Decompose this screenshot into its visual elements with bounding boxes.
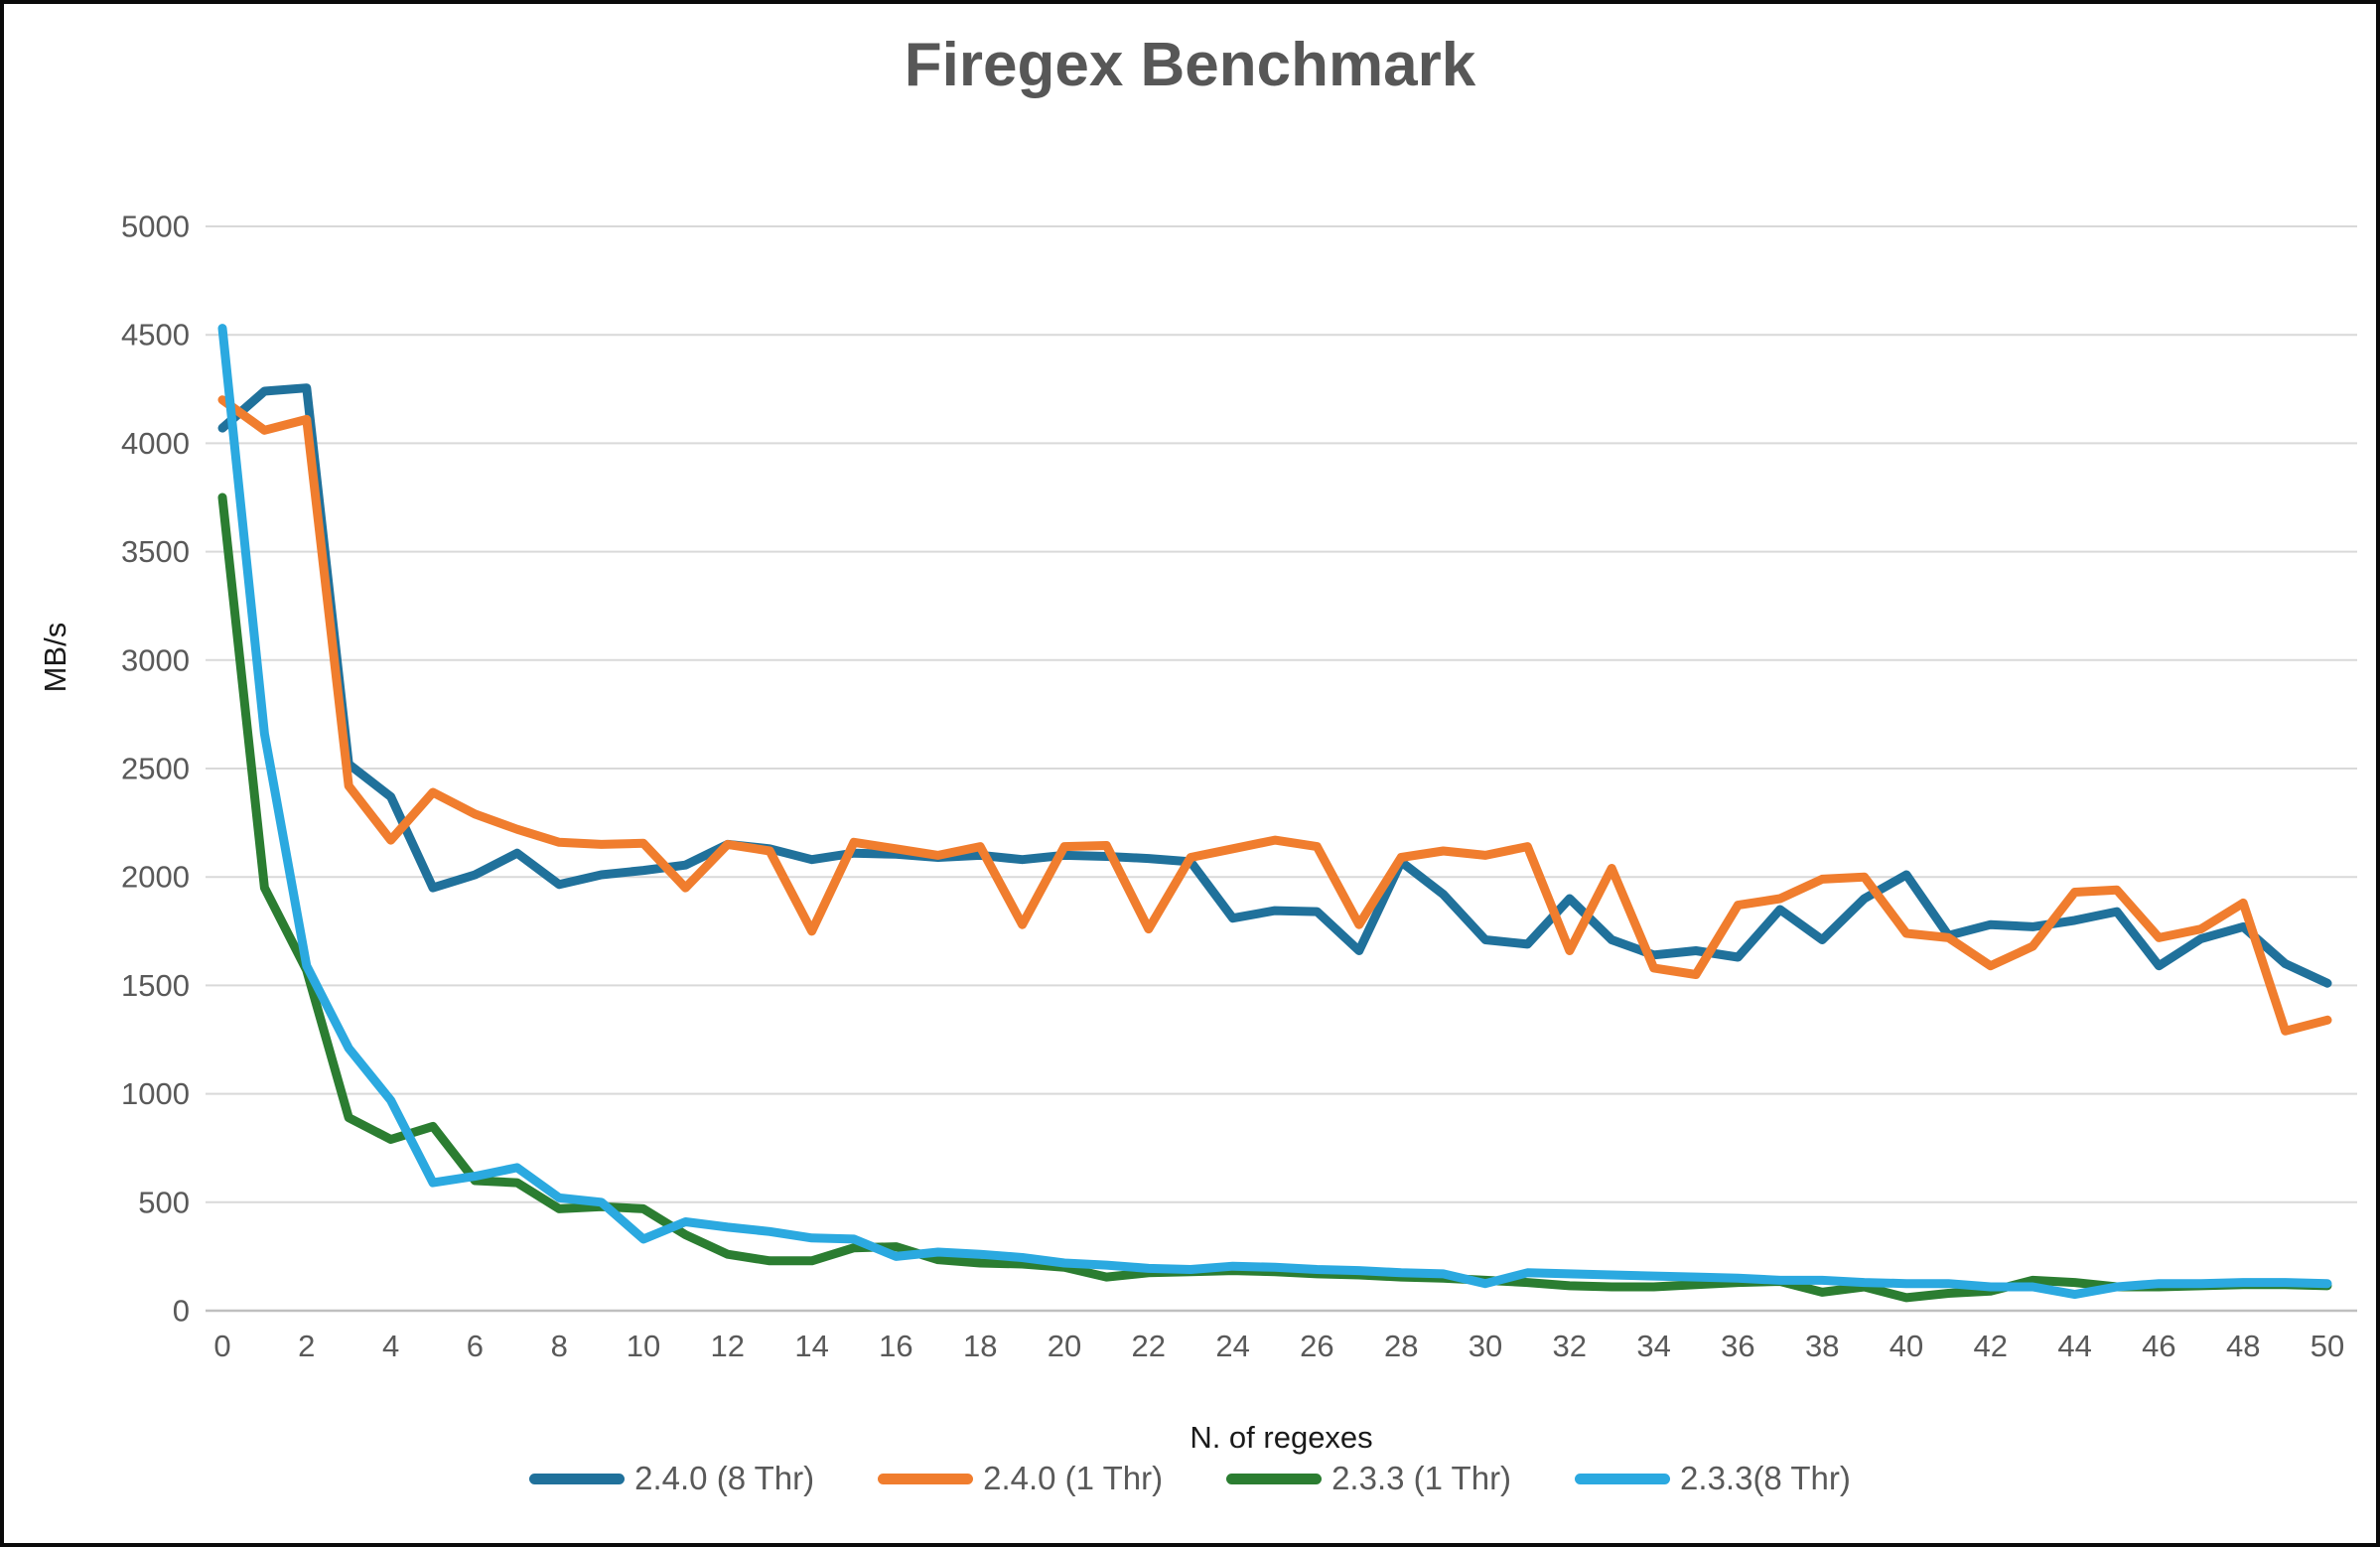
y-tick-label: 3000 bbox=[121, 642, 190, 677]
x-tick-label: 40 bbox=[1890, 1329, 1923, 1363]
legend-label: 2.3.3 (1 Thr) bbox=[1331, 1460, 1512, 1496]
y-tick-label: 1500 bbox=[121, 968, 190, 1003]
y-tick-label: 500 bbox=[138, 1185, 190, 1219]
x-tick-label: 16 bbox=[879, 1329, 912, 1363]
x-tick-label: 46 bbox=[2142, 1329, 2175, 1363]
x-tick-label: 38 bbox=[1805, 1329, 1839, 1363]
legend-swatch-icon bbox=[1226, 1473, 1323, 1484]
legend-item: 2.3.3 (1 Thr) bbox=[1226, 1460, 1511, 1497]
legend-label: 2.4.0 (8 Thr) bbox=[634, 1460, 815, 1496]
legend-swatch-icon bbox=[529, 1473, 626, 1484]
y-tick-label: 2500 bbox=[121, 752, 190, 786]
legend-item: 2.4.0 (1 Thr) bbox=[878, 1460, 1163, 1497]
y-tick-label: 0 bbox=[173, 1294, 190, 1329]
x-tick-label: 8 bbox=[551, 1329, 568, 1363]
x-tick-label: 20 bbox=[1048, 1329, 1081, 1363]
y-tick-label: 1000 bbox=[121, 1076, 190, 1111]
x-tick-label: 24 bbox=[1215, 1329, 1249, 1363]
y-tick-label: 5000 bbox=[121, 210, 190, 244]
x-tick-label: 44 bbox=[2057, 1329, 2091, 1363]
legend-label: 2.4.0 (1 Thr) bbox=[983, 1460, 1164, 1496]
legend-item: 2.3.3(8 Thr) bbox=[1575, 1460, 1851, 1497]
y-tick-label: 3500 bbox=[121, 534, 190, 569]
y-tick-label: 4500 bbox=[121, 318, 190, 352]
legend-swatch-icon bbox=[1575, 1473, 1671, 1484]
x-tick-label: 48 bbox=[2226, 1329, 2260, 1363]
x-tick-label: 42 bbox=[1974, 1329, 2008, 1363]
x-tick-label: 0 bbox=[213, 1329, 230, 1363]
x-tick-label: 10 bbox=[627, 1329, 660, 1363]
chart-title: Firegex Benchmark bbox=[904, 31, 1476, 99]
series-line-2.3.3(8 Thr) bbox=[217, 324, 2332, 1300]
y-tick-label: 4000 bbox=[121, 426, 190, 461]
x-tick-label: 12 bbox=[711, 1329, 745, 1363]
legend: 2.4.0 (8 Thr) 2.4.0 (1 Thr) 2.3.3 (1 Thr) 2… bbox=[4, 1460, 2376, 1497]
series-line-2.4.0 (1 Thr) bbox=[217, 395, 2332, 1036]
x-tick-label: 6 bbox=[467, 1329, 484, 1363]
x-axis-title: N. of regexes bbox=[1190, 1420, 1373, 1455]
plot-area: 0500100015002000250030003500400045005000… bbox=[121, 210, 2357, 1363]
x-tick-label: 4 bbox=[382, 1329, 399, 1363]
x-tick-label: 34 bbox=[1636, 1329, 1670, 1363]
x-tick-label: 14 bbox=[794, 1329, 828, 1363]
x-tick-label: 18 bbox=[963, 1329, 997, 1363]
x-tick-label: 36 bbox=[1721, 1329, 1754, 1363]
series-line-2.4.0 (8 Thr) bbox=[217, 383, 2332, 988]
x-tick-label: 28 bbox=[1384, 1329, 1418, 1363]
legend-swatch-icon bbox=[878, 1473, 974, 1484]
x-tick-label: 22 bbox=[1132, 1329, 1166, 1363]
y-tick-label: 2000 bbox=[121, 860, 190, 895]
x-tick-label: 32 bbox=[1553, 1329, 1587, 1363]
x-tick-label: 26 bbox=[1300, 1329, 1333, 1363]
x-tick-label: 2 bbox=[298, 1329, 315, 1363]
x-tick-label: 50 bbox=[2310, 1329, 2344, 1363]
x-tick-label: 30 bbox=[1469, 1329, 1502, 1363]
legend-item: 2.4.0 (8 Thr) bbox=[529, 1460, 814, 1497]
legend-label: 2.3.3(8 Thr) bbox=[1680, 1460, 1851, 1496]
